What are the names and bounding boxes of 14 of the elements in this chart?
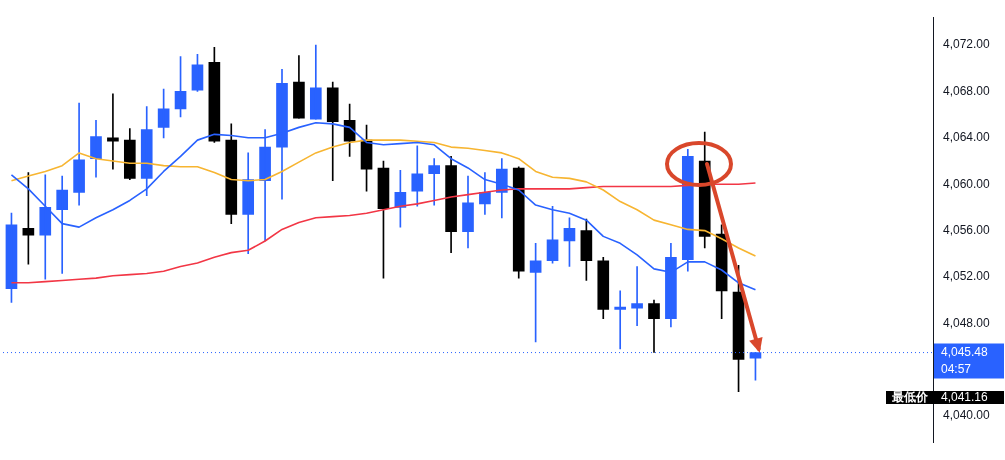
- y-tick-label: 4,052.00: [943, 269, 991, 284]
- ref-line-label: 4,045.48: [941, 344, 989, 359]
- candlestick: [631, 266, 643, 326]
- y-tick-label: 4,056.00: [943, 222, 991, 237]
- y-tick-label: 4,064.00: [943, 130, 991, 145]
- candlestick: [107, 93, 119, 170]
- y-tick-label: 4,072.00: [943, 37, 991, 52]
- y-tick-label: 4,068.00: [943, 83, 991, 98]
- text: 4,041.16: [941, 389, 989, 404]
- y-tick-label: 4,060.00: [943, 176, 991, 191]
- y-tick-label: 4,040.00: [943, 408, 991, 423]
- y-tick-label: 4,048.00: [943, 315, 991, 330]
- annotation: 最低价: [891, 389, 929, 404]
- text: 04:57: [941, 361, 972, 376]
